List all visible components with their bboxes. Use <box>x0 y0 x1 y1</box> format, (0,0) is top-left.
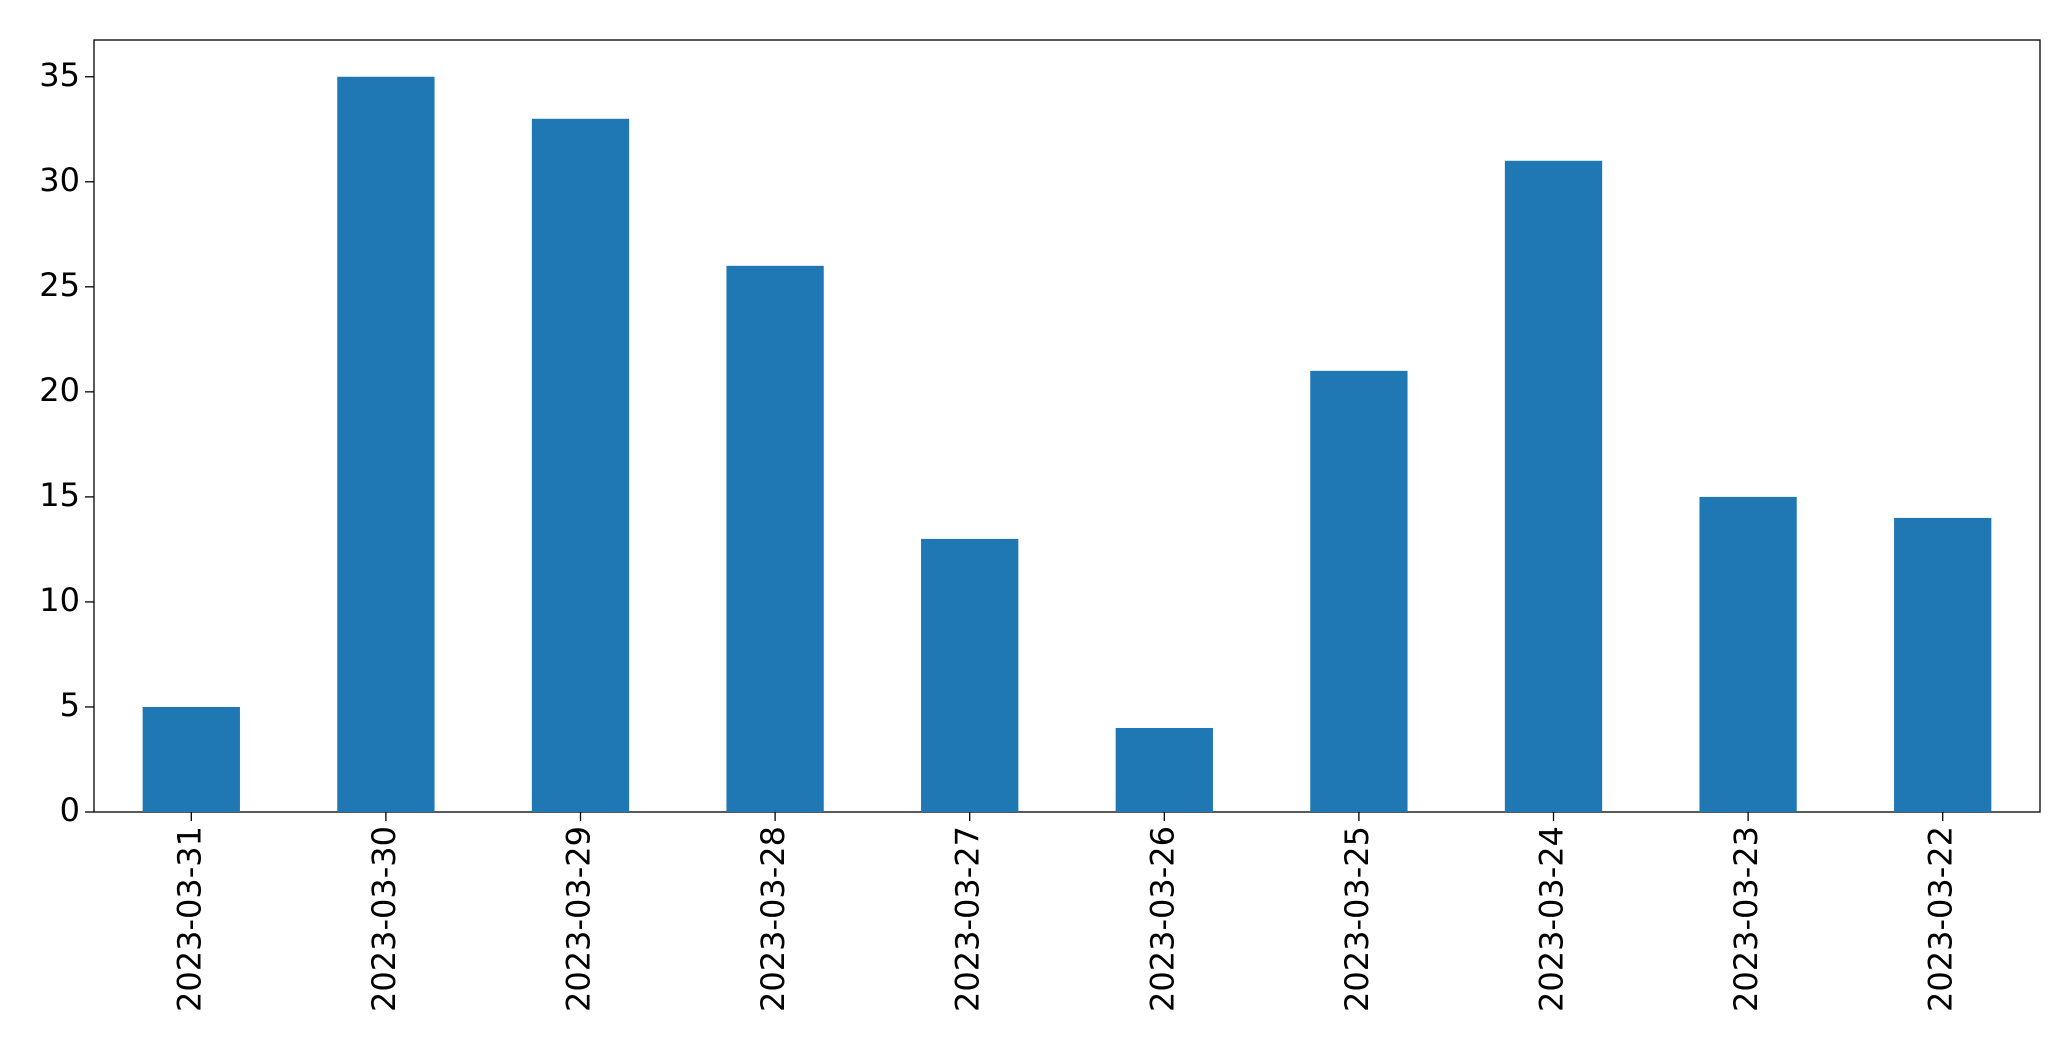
x-tick-label: 2023-03-29 <box>560 826 598 1012</box>
y-tick-label: 15 <box>39 476 80 514</box>
bar <box>1894 517 1992 812</box>
y-tick-label: 10 <box>39 581 80 619</box>
x-tick-label: 2023-03-31 <box>170 826 208 1012</box>
x-tick-label: 2023-03-24 <box>1533 826 1571 1012</box>
bar <box>1504 160 1603 812</box>
y-tick-label: 5 <box>60 686 80 724</box>
x-tick-label: 2023-03-23 <box>1727 826 1765 1012</box>
bar <box>142 706 240 812</box>
bar <box>1699 496 1797 812</box>
x-tick-label: 2023-03-28 <box>754 826 792 1012</box>
bar <box>1310 370 1408 812</box>
y-tick-label: 25 <box>39 266 80 304</box>
bar <box>921 538 1019 812</box>
bar <box>337 76 435 812</box>
y-tick-label: 0 <box>60 791 80 829</box>
plot-frame <box>93 39 2041 813</box>
bar <box>1115 727 1213 812</box>
y-tick-label: 30 <box>39 161 80 199</box>
y-tick-label: 20 <box>39 371 80 409</box>
x-tick-label: 2023-03-25 <box>1338 826 1376 1012</box>
bar <box>531 118 630 812</box>
x-tick-label: 2023-03-27 <box>949 826 987 1012</box>
bar <box>726 265 824 812</box>
y-tick-label: 35 <box>39 56 80 94</box>
x-tick-label: 2023-03-22 <box>1922 826 1960 1012</box>
x-tick-label: 2023-03-26 <box>1143 826 1181 1012</box>
x-tick-label: 2023-03-30 <box>365 826 403 1012</box>
